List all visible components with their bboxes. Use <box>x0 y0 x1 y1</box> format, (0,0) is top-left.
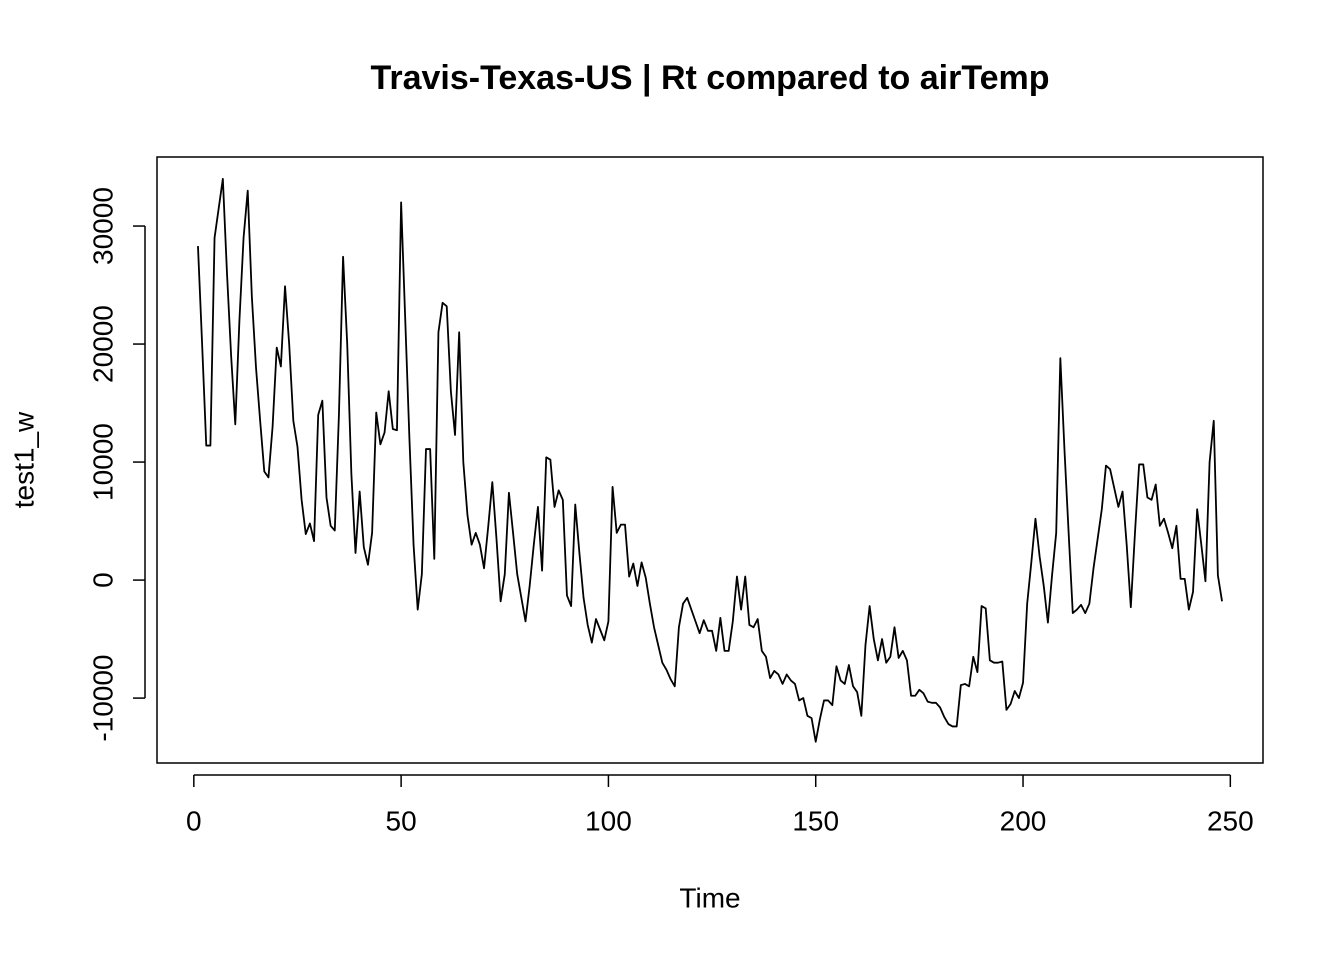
plot-frame <box>156 156 1264 764</box>
y-tick-label: 0 <box>87 572 118 588</box>
x-tick-label: 100 <box>585 805 632 836</box>
y-tick-label: 30000 <box>87 187 118 265</box>
y-axis-label: test1_w <box>8 411 39 508</box>
x-tick-label: 250 <box>1207 805 1254 836</box>
data-line <box>197 177 1223 743</box>
x-axis-label: Time <box>679 882 740 913</box>
x-tick-label: 150 <box>792 805 839 836</box>
y-tick-label: 10000 <box>87 423 118 501</box>
y-tick-label: -10000 <box>87 654 118 741</box>
y-tick-label: 20000 <box>87 305 118 383</box>
x-tick-label: 200 <box>1000 805 1047 836</box>
chart-title: Travis-Texas-US | Rt compared to airTemp <box>370 59 1049 97</box>
x-tick-label: 50 <box>386 805 417 836</box>
x-tick-label: 0 <box>186 805 202 836</box>
